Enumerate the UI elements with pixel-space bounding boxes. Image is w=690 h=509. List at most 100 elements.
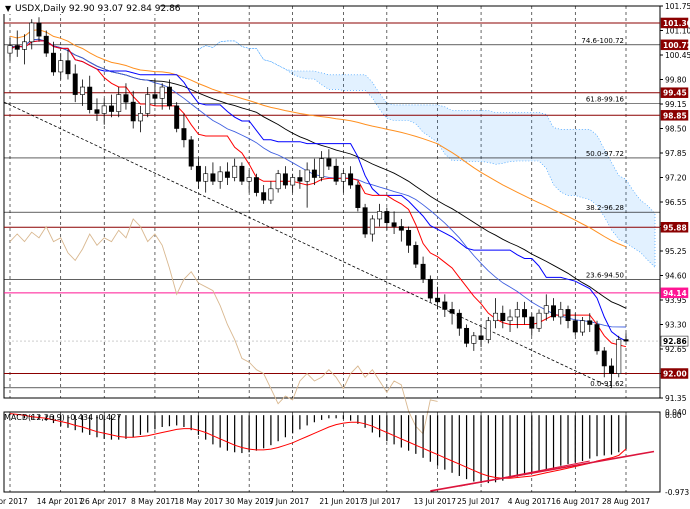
candle[interactable] xyxy=(7,38,13,61)
candle[interactable] xyxy=(543,294,549,321)
candle[interactable] xyxy=(609,358,614,388)
candle[interactable] xyxy=(514,301,520,329)
candle[interactable] xyxy=(174,102,180,133)
candle-body xyxy=(58,60,64,73)
candle[interactable] xyxy=(500,305,506,329)
candle[interactable] xyxy=(123,83,129,110)
candle[interactable] xyxy=(348,166,354,189)
collapse-arrow-icon[interactable]: ▼ xyxy=(5,4,12,13)
candle[interactable] xyxy=(616,335,622,378)
candle[interactable] xyxy=(36,17,42,42)
candle[interactable] xyxy=(478,324,484,348)
candle-body xyxy=(485,320,491,340)
candle[interactable] xyxy=(203,166,209,193)
candle[interactable] xyxy=(529,313,535,336)
candle[interactable] xyxy=(14,30,20,57)
candle[interactable] xyxy=(449,301,455,325)
candle-body xyxy=(7,45,13,54)
candle[interactable] xyxy=(297,169,303,189)
candle[interactable] xyxy=(29,19,35,50)
candle[interactable] xyxy=(217,166,223,189)
candle[interactable] xyxy=(587,313,593,333)
candle[interactable] xyxy=(471,332,477,351)
candle[interactable] xyxy=(239,162,245,186)
candle[interactable] xyxy=(101,98,107,125)
candle[interactable] xyxy=(58,53,64,80)
candle[interactable] xyxy=(442,294,448,317)
candle[interactable] xyxy=(493,298,499,329)
candle[interactable] xyxy=(558,301,564,325)
candle[interactable] xyxy=(282,166,288,189)
candle[interactable] xyxy=(130,90,136,129)
candle[interactable] xyxy=(159,83,165,110)
candle[interactable] xyxy=(398,218,404,242)
candle[interactable] xyxy=(261,185,267,204)
candle[interactable] xyxy=(253,173,259,197)
candle[interactable] xyxy=(188,136,194,170)
y-tick-label: 95.25 xyxy=(665,247,687,256)
candle[interactable] xyxy=(304,162,310,208)
candle[interactable] xyxy=(485,316,491,344)
candle[interactable] xyxy=(79,79,85,106)
candle[interactable] xyxy=(108,94,114,118)
candle[interactable] xyxy=(623,333,629,342)
candle[interactable] xyxy=(464,324,470,348)
candle[interactable] xyxy=(72,64,78,103)
candle[interactable] xyxy=(427,275,433,302)
candle[interactable] xyxy=(456,309,462,336)
candle[interactable] xyxy=(340,169,346,193)
candle-body xyxy=(290,177,296,186)
candle[interactable] xyxy=(435,286,441,310)
price-pane[interactable]: 74.6-100.72 61.8-99.16 50.0-97.72 38.2-96.2… xyxy=(3,5,661,435)
candle[interactable] xyxy=(94,98,100,121)
candle[interactable] xyxy=(369,215,375,242)
candle[interactable] xyxy=(384,207,390,231)
candle[interactable] xyxy=(195,158,201,189)
y-tick-label: 100.45 xyxy=(665,51,690,60)
macd-y-tick-label: 0.040 xyxy=(665,408,687,417)
candle[interactable] xyxy=(522,301,528,325)
candle[interactable] xyxy=(22,34,27,65)
candle[interactable] xyxy=(232,158,238,182)
candle[interactable] xyxy=(166,79,172,110)
candle[interactable] xyxy=(319,151,325,182)
candle[interactable] xyxy=(326,149,332,170)
candle[interactable] xyxy=(420,256,426,284)
candle[interactable] xyxy=(311,158,317,186)
candle-body xyxy=(456,312,462,329)
candle[interactable] xyxy=(152,79,158,106)
candle[interactable] xyxy=(536,309,542,333)
candle[interactable] xyxy=(65,49,71,80)
candle[interactable] xyxy=(290,173,296,193)
macd-pane[interactable] xyxy=(3,411,661,493)
candle[interactable] xyxy=(572,313,578,336)
candle[interactable] xyxy=(210,162,216,186)
candle[interactable] xyxy=(181,113,187,148)
chart-title-box[interactable]: ▼ USDX,Daily 92.90 93.07 92.84 92.86 xyxy=(0,0,181,14)
candle-body xyxy=(159,86,165,99)
candle[interactable] xyxy=(268,181,274,204)
candle[interactable] xyxy=(87,75,93,114)
candle[interactable] xyxy=(333,158,339,186)
candle[interactable] xyxy=(580,316,585,336)
candle[interactable] xyxy=(355,181,361,212)
candle[interactable] xyxy=(594,320,600,355)
candle[interactable] xyxy=(51,41,56,76)
candle[interactable] xyxy=(43,30,49,57)
candle[interactable] xyxy=(377,203,383,227)
candle[interactable] xyxy=(565,305,571,329)
candle[interactable] xyxy=(246,169,252,193)
candle[interactable] xyxy=(551,298,557,321)
candle[interactable] xyxy=(413,241,419,268)
candle[interactable] xyxy=(507,309,513,333)
candle[interactable] xyxy=(224,162,230,186)
candle[interactable] xyxy=(116,87,122,118)
candle[interactable] xyxy=(145,87,151,118)
candle[interactable] xyxy=(137,105,143,133)
candle[interactable] xyxy=(362,203,368,238)
candle[interactable] xyxy=(406,226,412,253)
candle[interactable] xyxy=(391,211,397,235)
candle[interactable] xyxy=(275,169,281,193)
candle[interactable] xyxy=(601,347,607,378)
